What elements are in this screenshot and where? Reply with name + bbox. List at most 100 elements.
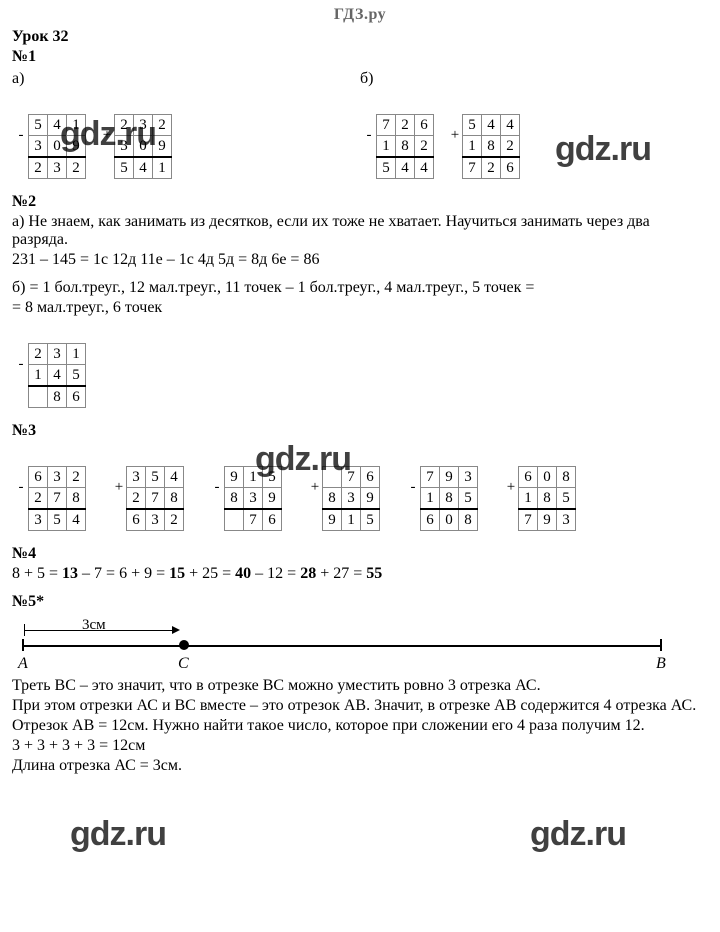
arith-cell: 1 [377,136,396,158]
arith-result-cell: 4 [415,157,434,179]
arith-table: +544182726 [448,94,520,179]
arith-cell: 5 [557,488,576,510]
chain-text: + 25 = [185,565,235,582]
arith-cell: 7 [342,467,361,488]
arith-sign: + [100,115,115,158]
arith-cell: 5 [146,467,165,488]
arith-cell: 8 [440,488,459,510]
chain-bold: 13 [62,565,78,582]
p2-line-b2: = 8 мал.треуг., 6 точек [12,299,708,317]
arith-cell: 8 [557,467,576,488]
arith-cell: 9 [361,488,380,510]
arith-cell: 5 [263,467,282,488]
arith-table: -23114586 [14,323,86,408]
arith-cell: 2 [501,136,520,158]
arith-table: +76839915 [308,446,380,531]
arith-cell: 1 [421,488,440,510]
arith-result-cell [225,509,244,531]
arith-cell: 1 [67,115,86,136]
arith-result-cell: 4 [134,157,153,179]
p4-chain: 8 + 5 = 13 – 7 = 6 + 9 = 15 + 25 = 40 – … [12,565,708,583]
p3-title: №3 [12,422,708,440]
arith-cell: 7 [146,488,165,510]
chain-text: + 27 = [316,565,366,582]
chain-text: – 12 = [251,565,300,582]
arith-result-cell: 3 [48,157,67,179]
p5-text5: Длина отрезка АС = 3см. [12,757,708,775]
p5-title: №5* [12,593,708,611]
seg-point-C [179,640,189,650]
arith-result-cell: 6 [501,157,520,179]
arith-cell: 5 [29,115,48,136]
arith-cell: 3 [29,136,48,158]
arith-result-cell: 1 [153,157,172,179]
arith-sign: - [14,467,29,510]
seg-label-C: C [178,655,189,673]
p1a-group: -541309232+232309541 [12,90,360,183]
arith-table: +232309541 [100,94,172,179]
arith-cell: 4 [48,115,67,136]
arith-cell: 9 [225,467,244,488]
arith-sign: + [112,467,127,510]
arith-table: +608185793 [504,446,576,531]
arith-table: -793185608 [406,446,478,531]
arith-result-cell: 5 [48,509,67,531]
arith-result-cell: 7 [519,509,538,531]
arith-result-cell: 7 [463,157,482,179]
arith-cell: 2 [29,344,48,365]
arith-result-cell: 1 [342,509,361,531]
arith-cell: 1 [67,344,86,365]
arith-cell: 2 [29,488,48,510]
arith-cell: 2 [115,115,134,136]
chain-bold: 15 [169,565,185,582]
arith-cell: 5 [463,115,482,136]
chain-bold: 55 [366,565,382,582]
arith-result-cell: 5 [377,157,396,179]
arith-cell: 6 [519,467,538,488]
chain-bold: 28 [300,565,316,582]
arith-cell: 8 [225,488,244,510]
seg-measure-label: 3см [82,617,106,634]
p2-line-b: б) = 1 бол.треуг., 12 мал.треуг., 11 точ… [12,279,708,297]
arith-cell: 2 [396,115,415,136]
arith-result-cell: 5 [115,157,134,179]
arith-result-cell: 7 [244,509,263,531]
seg-label-B: B [656,655,666,673]
watermark: gdz.ru [70,815,166,854]
chain-text: – 7 = 6 + 9 = [78,565,169,582]
arith-table: -541309232 [14,94,86,179]
arith-cell: 4 [165,467,184,488]
arith-cell: 5 [67,365,86,387]
p5-text2: При этом отрезки АС и ВС вместе – это от… [12,697,708,715]
arith-cell: 8 [396,136,415,158]
arith-sign: - [362,115,377,158]
arith-cell [323,467,342,488]
seg-label-A: A [18,655,28,673]
arith-cell: 2 [415,136,434,158]
arith-cell: 7 [421,467,440,488]
arith-cell: 3 [48,467,67,488]
arith-result-cell: 4 [396,157,415,179]
p5-text1: Треть ВС – это значит, что в отрезке ВС … [12,677,708,695]
arith-cell: 3 [459,467,478,488]
seg-tick-B [660,639,662,651]
arith-cell: 8 [67,488,86,510]
p2b-group: -23114586 [12,319,708,412]
arith-table: -726182544 [362,94,434,179]
p5-text4: 3 + 3 + 3 + 3 = 12см [12,737,708,755]
arith-result-cell: 3 [557,509,576,531]
arith-cell: 7 [48,488,67,510]
seg-main-line [22,645,662,647]
arith-result-cell [29,386,48,408]
arith-cell: 6 [361,467,380,488]
p4-title: №4 [12,545,708,563]
arith-result-cell: 8 [48,386,67,408]
arith-result-cell: 3 [146,509,165,531]
arith-result-cell: 6 [127,509,146,531]
arith-cell: 3 [342,488,361,510]
p3-group: -632278354+354278632-91583976+76839915-7… [12,442,708,535]
p1-label-a: а) [12,70,360,88]
seg-tick-A [22,639,24,651]
arith-cell: 2 [127,488,146,510]
arith-cell: 0 [48,136,67,158]
